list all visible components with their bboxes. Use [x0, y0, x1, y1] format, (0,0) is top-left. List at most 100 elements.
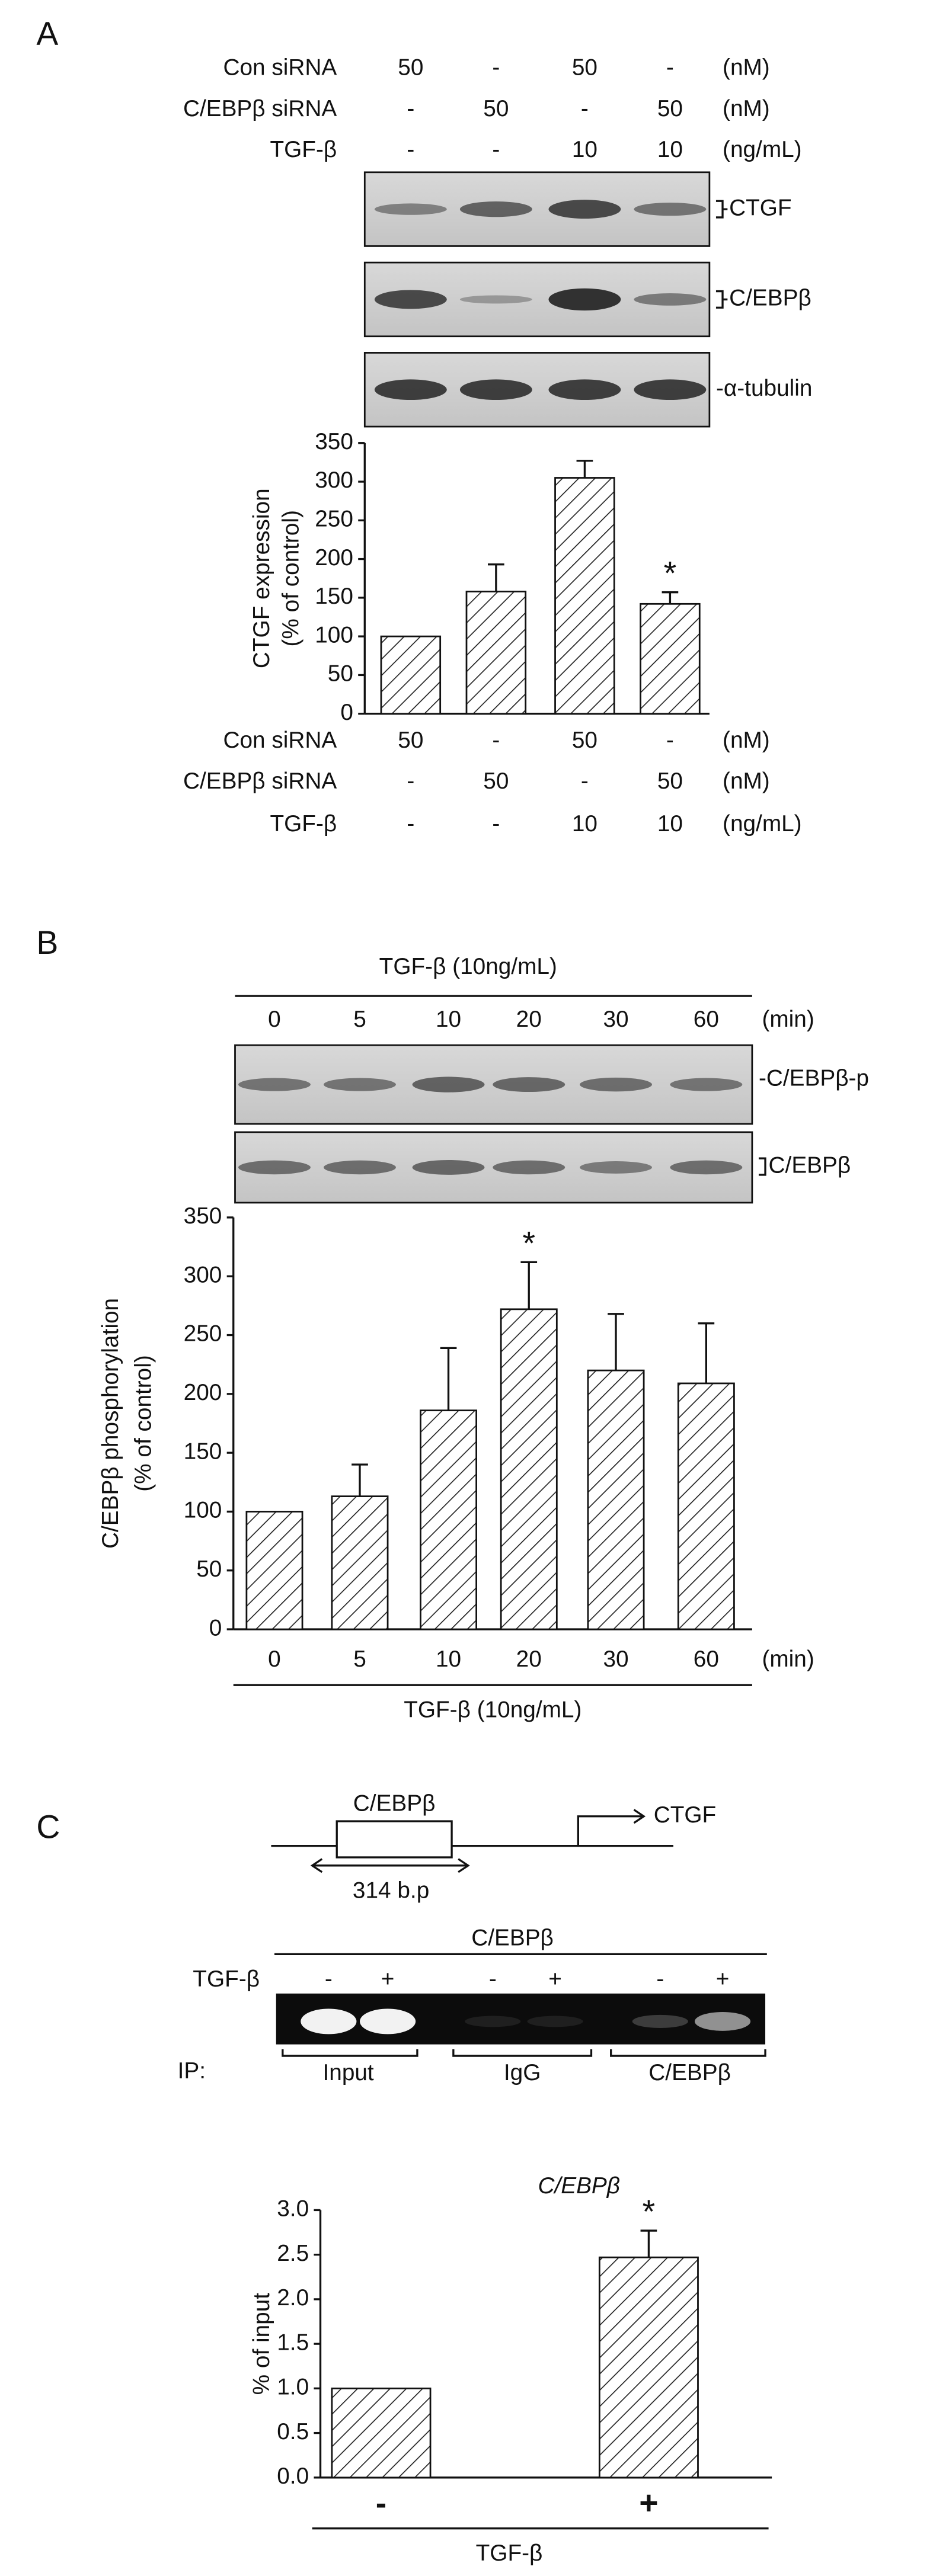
condition-cell: -	[492, 811, 500, 837]
panel-label: A	[36, 15, 58, 52]
blot-band	[238, 1078, 311, 1091]
condition-cell: -	[407, 768, 414, 794]
x-tick-label: 5	[353, 1007, 366, 1032]
y-tick-label: 1.0	[277, 2375, 309, 2400]
y-tick-label: 150	[184, 1438, 222, 1464]
blot-band	[670, 1078, 743, 1091]
bar	[554, 477, 615, 715]
element-label: C/EBPβ	[353, 1791, 436, 1816]
bar	[465, 591, 527, 715]
y-tick-label: 50	[196, 1556, 222, 1582]
condition-unit: (nM)	[723, 96, 770, 121]
blot-band	[634, 379, 707, 401]
x-tick-label: 10	[436, 1007, 461, 1032]
blot-band	[634, 293, 707, 306]
panel-label: C	[36, 1809, 60, 1846]
x-unit: (min)	[762, 1646, 814, 1672]
condition-unit: (ng/mL)	[723, 137, 802, 162]
condition-label: TGF-β	[270, 137, 337, 162]
bar	[640, 603, 701, 715]
amplicon-label: 314 b.p	[353, 1877, 429, 1903]
condition-cell: 50	[483, 768, 509, 794]
x-tick-label: 20	[516, 1646, 542, 1672]
y-tick-label: 150	[315, 584, 353, 609]
y-tick-label: 2.5	[277, 2241, 309, 2266]
y-tick-label: 100	[184, 1498, 222, 1523]
gel-band	[301, 2008, 357, 2034]
tss-arrow	[577, 1809, 646, 1846]
blot-band	[374, 379, 447, 401]
x-tick-label: 0	[268, 1007, 281, 1032]
bar	[245, 1511, 303, 1630]
y-tick-label: 2.0	[277, 2285, 309, 2311]
gene-label: CTGF	[654, 1802, 717, 1828]
y-tick-label: 0.0	[277, 2463, 309, 2489]
condition-unit: (nM)	[723, 55, 770, 81]
y-axis-label: % of input	[249, 2293, 274, 2395]
y-tick-label: 50	[328, 661, 353, 687]
lane-sign: +	[716, 1966, 730, 1992]
condition-unit: (ng/mL)	[723, 811, 802, 837]
condition-cell: 50	[657, 768, 683, 794]
significance-label: *	[643, 2193, 656, 2230]
ip-bracket	[610, 2049, 766, 2057]
gel-row-label: TGF-β	[193, 1966, 260, 1992]
y-axis-label: (% of control)	[279, 510, 304, 647]
bar	[331, 1495, 389, 1630]
condition-cell: -	[581, 768, 589, 794]
y-tick-label: 350	[315, 429, 353, 454]
bracket	[758, 1157, 766, 1176]
ip-group: C/EBPβ	[648, 2060, 731, 2085]
condition-label: Con siRNA	[223, 728, 337, 753]
bar	[598, 2256, 699, 2479]
condition-label: C/EBPβ siRNA	[183, 96, 337, 121]
x-tick-label: +	[639, 2485, 658, 2521]
amplicon-arrow	[310, 1858, 470, 1873]
y-tick-label: 0.5	[277, 2419, 309, 2444]
y-axis-label: CTGF expression	[249, 488, 274, 668]
gel-band	[632, 2014, 688, 2029]
y-tick-label: 0	[209, 1615, 222, 1641]
condition-label: TGF-β	[270, 811, 337, 837]
condition-cell: 50	[657, 96, 683, 121]
condition-cell: -	[666, 55, 674, 81]
bar	[500, 1308, 558, 1630]
condition-label: Con siRNA	[223, 55, 337, 81]
condition-cell: 10	[572, 811, 597, 837]
gel	[276, 1993, 766, 2045]
blot-label: C/EBPβ	[769, 1152, 851, 1178]
lane-sign: +	[381, 1966, 395, 1992]
condition-cell: -	[492, 728, 500, 753]
bar	[380, 635, 442, 715]
x-tick-label: 5	[353, 1646, 366, 1672]
blot-label: CTGF	[729, 195, 792, 220]
condition-cell: -	[407, 811, 414, 837]
blot-band	[493, 1077, 565, 1092]
y-tick-label: 200	[315, 545, 353, 571]
x-tick-label: 60	[694, 1007, 719, 1032]
condition-cell: -	[407, 96, 414, 121]
lane-sign: -	[656, 1966, 664, 1992]
x-tick-label: 0	[268, 1646, 281, 1672]
blot-band	[548, 379, 621, 401]
panel-label: B	[36, 924, 58, 961]
gel-band	[359, 2008, 416, 2034]
y-tick-label: 3.0	[277, 2196, 309, 2222]
x-unit: (min)	[762, 1007, 814, 1032]
bar	[587, 1369, 645, 1630]
blot-label: C/EBPβ	[729, 286, 811, 311]
significance-label: *	[664, 555, 677, 592]
blot-band	[238, 1160, 311, 1175]
gel-title: C/EBPβ	[471, 1925, 554, 1951]
blot-band	[412, 1159, 485, 1175]
y-tick-label: 250	[184, 1321, 222, 1347]
condition-cell: 50	[398, 55, 423, 81]
condition-cell: -	[407, 137, 414, 162]
condition-cell: 50	[572, 728, 597, 753]
blot-band	[374, 203, 447, 215]
gel-band	[694, 2012, 751, 2031]
condition-unit: (nM)	[723, 728, 770, 753]
blot-band	[459, 201, 532, 217]
condition-cell: -	[492, 55, 500, 81]
